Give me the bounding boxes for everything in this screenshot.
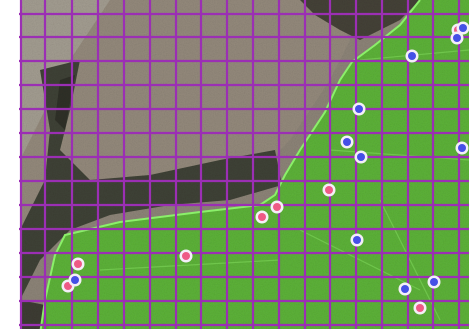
grid-overlay — [19, 0, 469, 329]
blue-marker[interactable] — [340, 135, 354, 149]
pink-marker[interactable] — [322, 183, 336, 197]
left-margin — [0, 0, 19, 334]
blue-marker[interactable] — [450, 31, 464, 45]
blue-marker[interactable] — [398, 282, 412, 296]
blue-marker[interactable] — [455, 141, 469, 155]
pink-marker[interactable] — [255, 210, 269, 224]
pink-marker[interactable] — [179, 249, 193, 263]
blue-marker[interactable] — [405, 49, 419, 63]
blue-marker[interactable] — [354, 150, 368, 164]
pink-marker[interactable] — [71, 257, 85, 271]
blue-marker[interactable] — [456, 21, 469, 35]
marker-layer — [61, 21, 469, 315]
green-zone[interactable] — [40, 0, 469, 334]
pink-marker[interactable] — [413, 301, 427, 315]
blue-marker[interactable] — [427, 275, 441, 289]
blue-marker[interactable] — [350, 233, 364, 247]
blue-marker[interactable] — [352, 102, 366, 116]
blue-marker[interactable] — [68, 273, 82, 287]
pink-marker[interactable] — [270, 200, 284, 214]
bottom-margin — [0, 329, 469, 334]
